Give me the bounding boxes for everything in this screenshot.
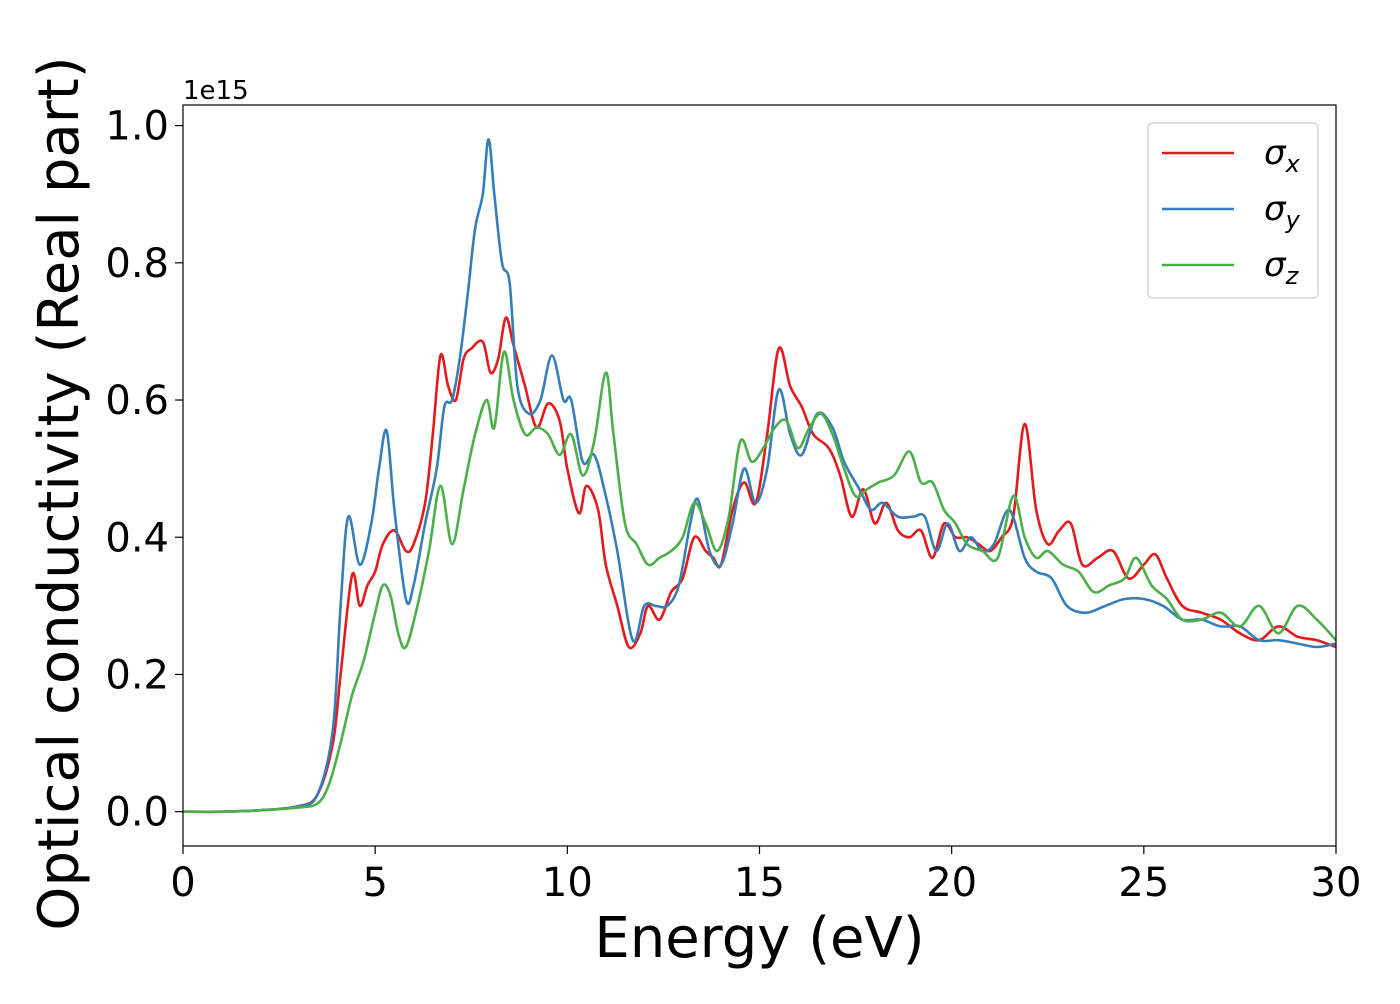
x-tick-label: 30 [1311,860,1362,906]
legend-box [1147,122,1319,299]
y-tick-label: 1.0 [105,104,169,150]
legend: σx σy σz [1147,122,1319,299]
legend-label-x: σx [1264,133,1301,178]
y-tick-label: 0.4 [105,515,169,561]
legend-label-z: σz [1264,245,1300,290]
y-axis-label: Optical conductivity (Real part) [27,56,92,930]
x-tick-label: 25 [1118,860,1169,906]
x-tick-label: 0 [170,860,195,906]
y-axis-ticks: 0.0 0.2 0.4 0.6 0.8 1.0 [105,104,183,836]
x-axis-label: Energy (eV) [594,906,924,971]
x-tick-label: 10 [542,860,593,906]
y-tick-label: 0.6 [105,378,169,424]
series-line-z [183,350,1336,814]
x-tick-label: 20 [926,860,977,906]
y-tick-label: 0.2 [105,652,169,698]
series-lines [183,138,1336,814]
legend-label-y: σy [1264,189,1301,234]
series-line-y [183,138,1336,814]
y-axis-offset-text: 1e15 [183,76,249,106]
x-tick-label: 15 [734,860,785,906]
x-axis-ticks: 0 5 10 15 20 25 30 [170,846,1361,906]
y-tick-label: 0.8 [105,241,169,287]
x-tick-label: 5 [362,860,387,906]
y-tick-label: 0.0 [105,790,169,836]
